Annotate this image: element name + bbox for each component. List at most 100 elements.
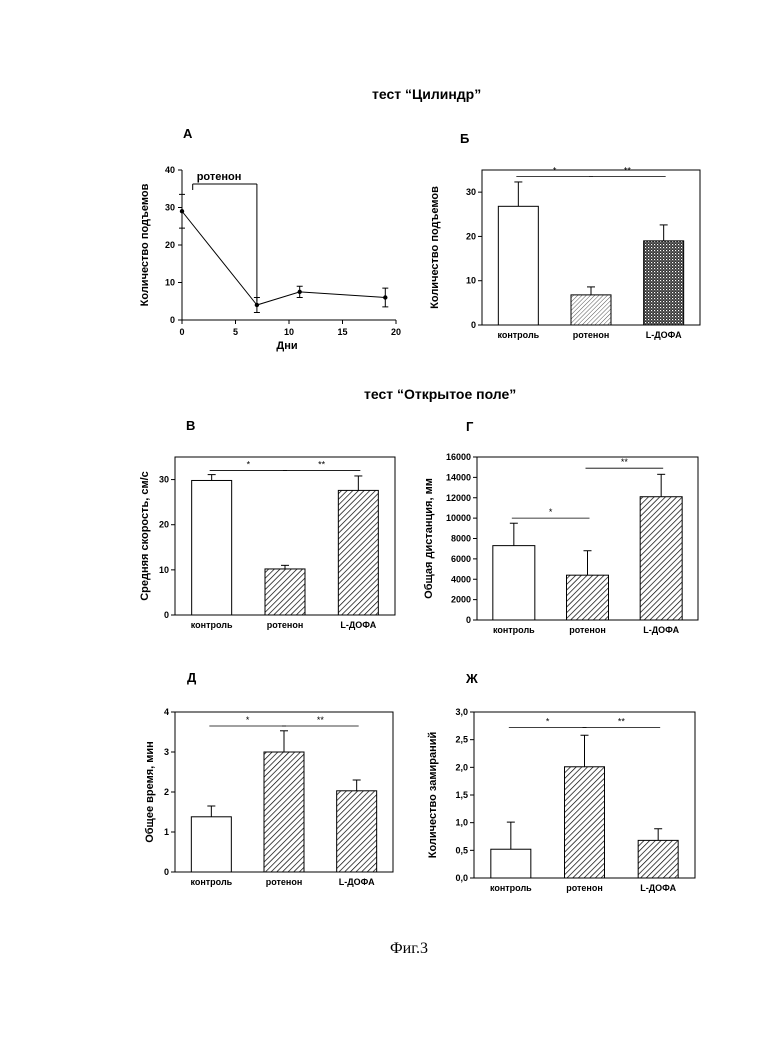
rearing-bar-chart: 0 10 20 30 Количество подъемов контроль ротено… — [420, 160, 720, 360]
panel-c-label: В — [186, 418, 195, 433]
y-tick-label: 2,0 — [455, 762, 468, 772]
category-label: L-ДОФА — [643, 625, 679, 635]
data-point — [298, 290, 302, 294]
category-label: L-ДОФА — [339, 877, 375, 887]
y-tick-label: 2,5 — [455, 735, 468, 745]
bar — [640, 497, 682, 620]
y-tick-label: 8000 — [451, 534, 471, 544]
significance-mark: * — [549, 507, 553, 517]
rearing-line-chart: 01020304005101520ДниКоличество подъемовр… — [130, 155, 415, 365]
total-time-bar-chart: 0 1 2 3 4 Общее время, мин контроль ротенон L-ДО… — [135, 702, 420, 902]
x-tick-label: 10 — [284, 327, 294, 337]
bar — [192, 480, 232, 615]
y-tick-label: 30 — [165, 203, 175, 213]
y-tick-label: 20 — [159, 520, 169, 530]
y-tick-label: 30 — [159, 475, 169, 485]
category-label: L-ДОФА — [340, 620, 376, 630]
significance-mark: * — [553, 166, 557, 176]
y-tick-label: 16000 — [446, 452, 471, 462]
bar — [337, 791, 377, 872]
y-tick-label: 3 — [164, 747, 169, 757]
y-tick-label: 14000 — [446, 472, 471, 482]
significance-mark: ** — [318, 460, 326, 470]
data-point — [180, 209, 184, 213]
category-label: ротенон — [267, 620, 304, 630]
bar — [191, 817, 231, 872]
x-axis-label: Дни — [276, 340, 297, 352]
cylinder-test-title: тест “Цилиндр” — [372, 86, 481, 102]
panel-e-label: Д — [187, 670, 196, 685]
significance-mark: * — [247, 460, 251, 470]
panel-a-label: А — [183, 126, 192, 141]
significance-mark: ** — [317, 715, 325, 725]
y-tick-label: 0 — [164, 610, 169, 620]
x-tick-label: 0 — [179, 327, 184, 337]
y-tick-label: 20 — [466, 231, 476, 241]
y-tick-label: 1 — [164, 827, 169, 837]
panel-f-label: Ж — [466, 671, 478, 686]
significance-mark: * — [546, 716, 550, 726]
y-tick-label: 30 — [466, 187, 476, 197]
figure-caption: Фиг.3 — [390, 940, 428, 958]
category-label: ротенон — [569, 625, 606, 635]
bar — [567, 575, 609, 620]
open-field-test-title: тест “Открытое поле” — [364, 386, 516, 402]
y-tick-label: 6000 — [451, 554, 471, 564]
y-tick-label: 4 — [164, 707, 169, 717]
y-axis-label: Средняя скорость, см/с — [139, 471, 151, 601]
significance-mark: * — [246, 715, 250, 725]
category-label: контроль — [191, 620, 233, 630]
bar — [491, 849, 531, 878]
y-tick-label: 2000 — [451, 595, 471, 605]
y-axis-label: Количество подъемов — [139, 183, 151, 306]
y-tick-label: 0 — [170, 315, 175, 325]
bar — [498, 206, 538, 325]
x-tick-label: 15 — [337, 327, 347, 337]
y-tick-label: 20 — [165, 240, 175, 250]
y-tick-label: 0,0 — [455, 873, 468, 883]
y-tick-label: 12000 — [446, 493, 471, 503]
bar — [493, 546, 535, 620]
y-tick-label: 1,5 — [455, 790, 468, 800]
category-label: ротенон — [266, 877, 303, 887]
data-point — [255, 303, 259, 307]
y-tick-label: 0 — [471, 320, 476, 330]
bar — [338, 490, 378, 615]
panel-d-label: Г — [466, 419, 473, 434]
y-axis-label: Количество подъемов — [429, 186, 441, 309]
data-point — [383, 295, 387, 299]
bar — [644, 241, 684, 325]
y-tick-label: 0 — [466, 615, 471, 625]
category-label: ротенон — [573, 330, 610, 340]
y-tick-label: 0,5 — [455, 845, 468, 855]
bar — [264, 752, 304, 872]
y-tick-label: 2 — [164, 787, 169, 797]
bar — [265, 569, 305, 615]
y-axis-label: Общая дистанция, мм — [423, 478, 435, 599]
y-axis-label: Количество замираний — [427, 732, 439, 859]
significance-mark: ** — [618, 716, 626, 726]
category-label: L-ДОФА — [640, 883, 676, 893]
y-tick-label: 10 — [159, 565, 169, 575]
y-tick-label: 3,0 — [455, 707, 468, 717]
freezing-bar-chart: 0,00,51,01,52,02,53,0Количество замирани… — [420, 702, 720, 902]
x-tick-label: 20 — [391, 327, 401, 337]
category-label: ротенон — [566, 883, 603, 893]
y-axis-label: Общее время, мин — [144, 741, 156, 843]
y-tick-label: 0 — [164, 867, 169, 877]
speed-bar-chart: 0 10 20 30 Средняя скорость, см/с контроль рот… — [130, 447, 420, 647]
significance-mark: ** — [624, 166, 632, 176]
category-label: контроль — [490, 883, 532, 893]
bar — [571, 295, 611, 325]
distance-bar-chart: 0 2000 4000 6000 8000 10000 12000 14000 16000 Общ… — [415, 447, 715, 647]
panel-b-label: Б — [460, 131, 469, 146]
y-tick-label: 10 — [466, 276, 476, 286]
y-tick-label: 40 — [165, 165, 175, 175]
significance-mark: ** — [621, 457, 629, 467]
y-tick-label: 10000 — [446, 513, 471, 523]
category-label: контроль — [497, 330, 539, 340]
y-tick-label: 4000 — [451, 574, 471, 584]
annotation-label: ротенон — [197, 171, 242, 183]
y-tick-label: 10 — [165, 278, 175, 288]
category-label: контроль — [190, 877, 232, 887]
